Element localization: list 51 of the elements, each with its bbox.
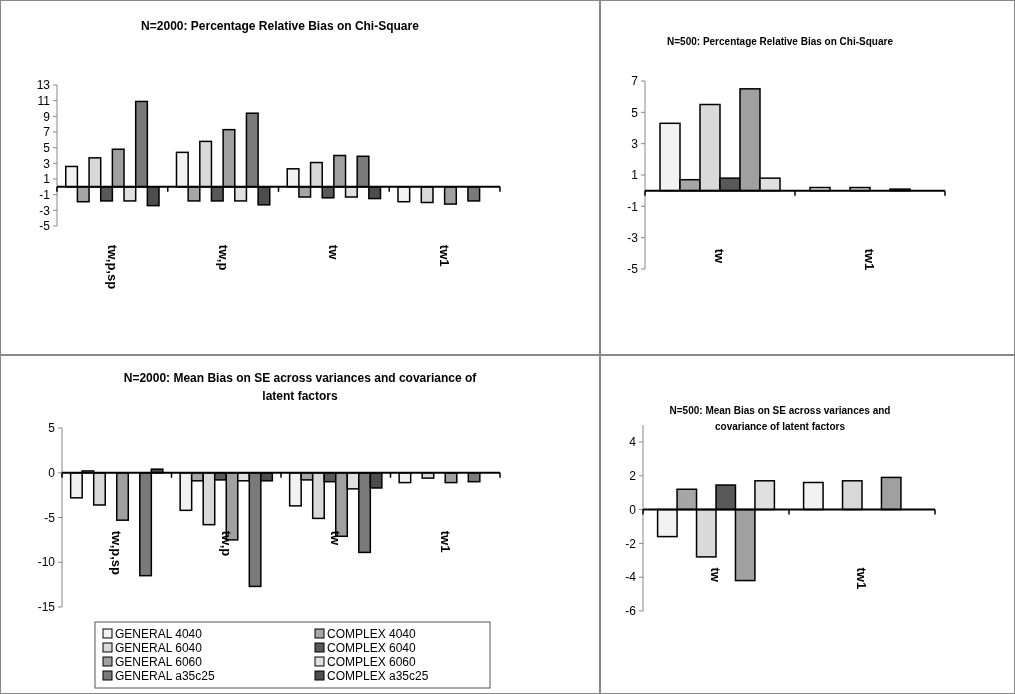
x-tick-label: tw bbox=[712, 248, 728, 264]
y-tick-label: -3 bbox=[39, 203, 51, 218]
chart-title: N=500: Mean Bias on SE across variances and covariance of latent factors bbox=[669, 405, 891, 432]
x-tick-label: tw1 bbox=[854, 567, 870, 590]
y-tick-label: 7 bbox=[631, 74, 639, 89]
chart-title: N=500: Percentage Relative Bias on Chi-Square bbox=[667, 36, 894, 47]
y-tick-label: -1 bbox=[39, 187, 51, 202]
chart-title: N=2000: Percentage Relative Bias on Chi-Square bbox=[141, 19, 420, 33]
y-tick-label: -5 bbox=[627, 262, 639, 277]
y-tick-label: 9 bbox=[43, 109, 51, 124]
y-tick-label: 1 bbox=[631, 168, 639, 183]
x-tick-label: tw1 bbox=[437, 530, 453, 553]
legend-label: COMPLEX 4040 bbox=[327, 627, 417, 642]
y-tick-label: 7 bbox=[43, 125, 51, 140]
y-tick-label: -2 bbox=[625, 536, 637, 551]
y-tick-label: 4 bbox=[629, 435, 637, 450]
y-tick-label: -3 bbox=[627, 230, 639, 245]
legend-label: GENERAL 4040 bbox=[115, 627, 203, 642]
y-tick-label: -10 bbox=[37, 555, 56, 570]
legend-label: COMPLEX 6060 bbox=[327, 655, 417, 670]
legend-label: GENERAL 6060 bbox=[115, 655, 203, 670]
y-tick-label: 5 bbox=[631, 105, 639, 120]
chart-title: N=2000: Mean Bias on SE across variances and covariance of latent factors bbox=[123, 371, 478, 403]
x-tick-label: tw bbox=[326, 244, 342, 261]
y-tick-label: 2 bbox=[629, 468, 637, 483]
legend-label: COMPLEX 6040 bbox=[327, 641, 417, 656]
y-tick-label: -1 bbox=[627, 199, 639, 214]
y-tick-label: -5 bbox=[39, 219, 51, 234]
x-tick-label: tw,p,sp bbox=[109, 530, 125, 576]
y-tick-label: 11 bbox=[37, 93, 51, 108]
legend-label: GENERAL a35c25 bbox=[115, 669, 215, 684]
y-tick-label: -6 bbox=[625, 604, 637, 619]
x-tick-label: tw,p,sp bbox=[104, 244, 120, 290]
y-tick-label: 5 bbox=[43, 140, 51, 155]
y-tick-label: 3 bbox=[631, 136, 639, 151]
y-tick-label: 3 bbox=[43, 156, 51, 171]
y-tick-label: 1 bbox=[43, 172, 51, 187]
x-tick-label: tw bbox=[708, 567, 724, 583]
x-tick-label: tw,p bbox=[215, 244, 231, 271]
y-tick-label: 5 bbox=[48, 421, 56, 436]
x-tick-label: tw,p bbox=[218, 530, 234, 557]
legend-label: GENERAL 6040 bbox=[115, 641, 203, 656]
y-tick-label: 0 bbox=[629, 502, 637, 517]
y-tick-label: 0 bbox=[48, 465, 56, 480]
y-tick-label: 13 bbox=[36, 78, 51, 93]
y-tick-label: -15 bbox=[37, 600, 56, 615]
x-tick-label: tw1 bbox=[862, 248, 878, 271]
y-tick-label: -5 bbox=[44, 510, 56, 525]
x-tick-label: tw1 bbox=[437, 244, 453, 267]
y-tick-label: -4 bbox=[625, 570, 637, 585]
legend-label: COMPLEX a35c25 bbox=[327, 669, 429, 684]
